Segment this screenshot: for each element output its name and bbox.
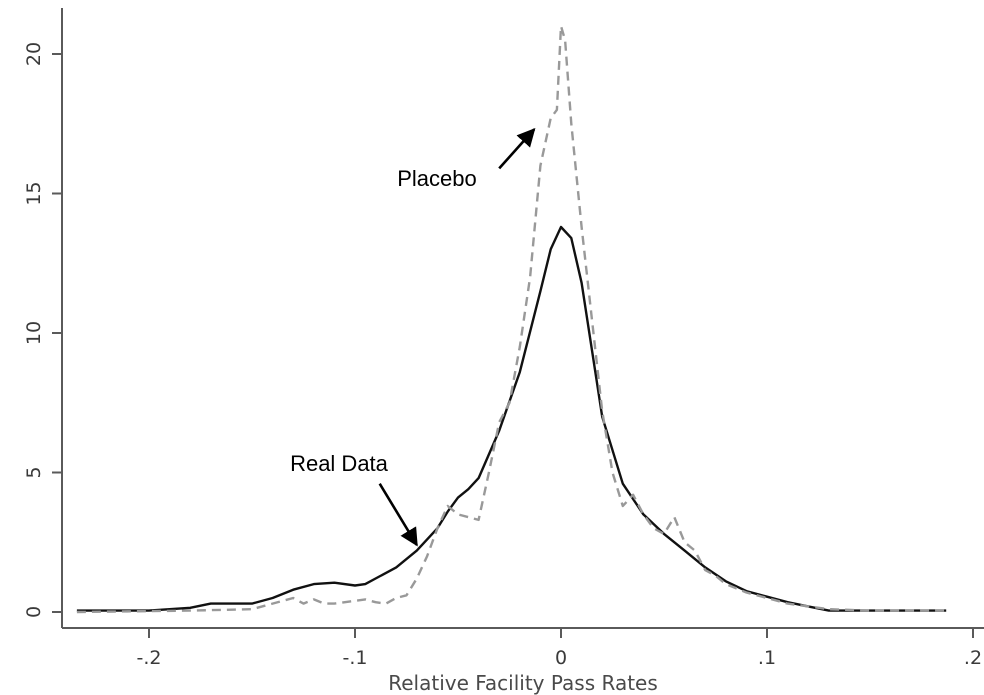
annotation-layer: Placebo Real Data xyxy=(290,127,536,547)
y-tick-label: 10 xyxy=(23,321,45,345)
annotation-label-placebo: Placebo xyxy=(397,166,477,191)
annotation-arrow-real-data xyxy=(378,483,418,547)
x-tick-label: -.1 xyxy=(343,647,368,669)
annotation-label-real-data: Real Data xyxy=(290,451,389,476)
y-tick-label: 20 xyxy=(23,42,45,66)
y-tick-label: 0 xyxy=(23,606,45,618)
series-line-placebo xyxy=(76,24,947,614)
x-tick-label: .2 xyxy=(964,647,982,669)
x-tick-label: 0 xyxy=(555,647,567,669)
x-ticks: -.2 -.1 0 .1 .2 xyxy=(137,628,982,669)
x-axis-title: Relative Facility Pass Rates xyxy=(388,671,658,695)
series-layer xyxy=(76,24,947,614)
y-ticks: 0 5 10 15 20 xyxy=(23,42,62,618)
annotation-arrow-placebo xyxy=(498,127,536,170)
x-tick-label: -.2 xyxy=(137,647,162,669)
y-tick-label: 5 xyxy=(23,466,45,478)
series-line-real-data xyxy=(76,225,947,612)
x-tick-label: .1 xyxy=(758,647,776,669)
y-tick-label: 15 xyxy=(23,181,45,205)
